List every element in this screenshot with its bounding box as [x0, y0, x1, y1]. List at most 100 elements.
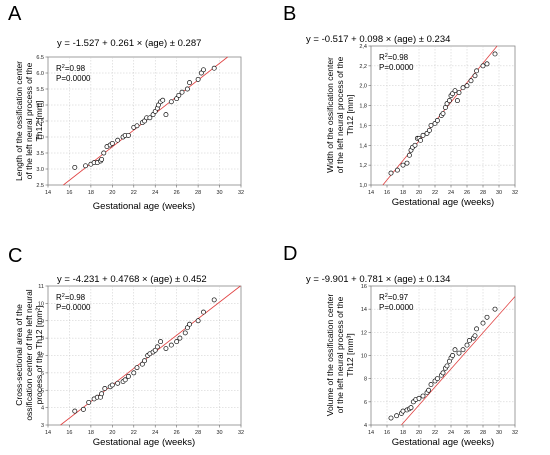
data-point-d: [394, 413, 400, 419]
y-tick-label-a: 6.0: [36, 71, 44, 77]
data-point-c: [211, 297, 217, 303]
y-axis-label-line-c: ossification center of the left neural: [24, 289, 34, 420]
r-squared-value-a: =0.98: [65, 64, 86, 73]
data-point-d: [428, 382, 434, 387]
data-point-b: [420, 132, 426, 138]
r-squared-superscript-c: 2: [62, 293, 65, 299]
data-point-a: [134, 123, 140, 129]
y-tick-label-c: 9: [41, 319, 44, 325]
x-tick-label-a: 24: [152, 190, 158, 196]
data-point-a: [99, 156, 105, 162]
data-point-c: [154, 344, 160, 350]
panel-letter-c: C: [8, 245, 22, 267]
y-tick-label-c: 7: [41, 354, 44, 360]
r-squared-label-a: R2=0.98: [56, 64, 86, 73]
data-point-c: [134, 365, 140, 371]
y-tick-label-a: 5.0: [36, 103, 44, 109]
data-point-b: [468, 78, 474, 84]
data-point-b: [412, 142, 418, 148]
x-tick-label-b: 30: [496, 190, 502, 196]
x-axis-label-c: Gestational age (weeks): [93, 437, 195, 448]
data-point-a: [176, 92, 182, 98]
y-tick-label-b: 2,0: [359, 84, 367, 90]
data-point-c: [163, 346, 169, 352]
x-tick-label-d: 28: [480, 430, 486, 436]
r-squared-superscript-d: 2: [385, 293, 388, 299]
r-squared-superscript-a: 2: [62, 64, 65, 70]
data-point-a: [179, 89, 185, 95]
equation-d: y = -9.901 + 0.781 × (age) ± 0.134: [306, 274, 450, 285]
equation-a: y = -1.527 + 0.261 × (age) ± 0.287: [57, 38, 201, 49]
y-tick-label-b: 1,2: [359, 163, 367, 169]
y-axis-label-line-b: Th12 [mm]: [345, 95, 355, 136]
data-point-c: [86, 399, 92, 405]
x-tick-label-d: 24: [448, 430, 454, 436]
y-tick-label-a: 4.0: [36, 135, 44, 141]
data-point-b: [442, 105, 448, 111]
panel-b: By = -0.517 + 0.098 × (age) ± 0.234 14 16 1…: [283, 3, 518, 208]
x-tick-label-c: 30: [216, 430, 222, 436]
data-point-b: [394, 167, 400, 173]
data-point-c: [174, 339, 180, 345]
data-point-b: [400, 162, 406, 168]
x-tick-label-b: 32: [512, 190, 518, 196]
panel-letter-a: A: [8, 3, 22, 25]
data-point-d: [484, 314, 490, 320]
x-tick-label-d: 18: [400, 430, 406, 436]
y-tick-label-c: 8: [41, 336, 44, 342]
y-axis-label-d: Volume of the ossification centerof the …: [325, 294, 355, 417]
data-point-a: [211, 65, 217, 71]
data-point-a: [101, 150, 107, 156]
x-tick-label-b: 18: [400, 190, 406, 196]
y-tick-label-c: 5: [41, 388, 44, 394]
x-tick-label-a: 26: [174, 190, 180, 196]
data-point-d: [444, 363, 450, 369]
data-point-d: [420, 393, 426, 399]
data-point-d: [472, 333, 478, 339]
x-tick-label-a: 30: [216, 190, 222, 196]
y-tick-label-b: 1,4: [359, 143, 367, 149]
data-point-b: [484, 61, 490, 67]
x-axis-label-a: Gestational age (weeks): [93, 201, 195, 212]
y-tick-label-d: 8: [364, 377, 367, 383]
data-point-c: [139, 361, 145, 367]
x-tick-label-d: 20: [416, 430, 422, 436]
data-point-b: [446, 98, 452, 104]
data-point-a: [163, 112, 169, 118]
x-tick-label-a: 16: [66, 190, 72, 196]
data-point-d: [460, 347, 466, 353]
data-point-b: [406, 152, 412, 158]
y-axis-label-c: Cross-sectional area of theossification …: [14, 289, 44, 420]
y-tick-label-b: 1,0: [359, 183, 367, 189]
data-point-b: [388, 170, 394, 176]
y-tick-label-d: 6: [364, 400, 367, 406]
data-point-b: [460, 85, 466, 91]
r-squared-value-d: =0.97: [388, 293, 409, 302]
panel-letter-b: B: [283, 3, 296, 25]
data-point-a: [168, 99, 174, 105]
y-axis-label-line-c: process of the Th12 [mm²]: [34, 305, 44, 404]
x-tick-label-d: 30: [496, 430, 502, 436]
data-point-d: [426, 387, 432, 393]
data-point-d: [480, 320, 486, 326]
data-point-a: [184, 86, 190, 92]
y-tick-label-c: 6: [41, 371, 44, 377]
data-point-b: [452, 88, 458, 94]
data-point-a: [109, 140, 115, 146]
y-axis-label-line-d: Volume of the ossification center: [325, 294, 335, 417]
data-point-d: [450, 353, 456, 358]
data-point-d: [416, 395, 422, 401]
x-tick-label-b: 28: [480, 190, 486, 196]
data-point-d: [474, 326, 480, 332]
x-tick-label-c: 18: [88, 430, 94, 436]
y-axis-label-line-a: of the left neural process of the: [24, 62, 34, 179]
x-tick-label-c: 14: [45, 430, 51, 436]
x-tick-label-c: 28: [195, 430, 201, 436]
y-tick-label-a: 3.5: [36, 151, 44, 157]
x-tick-label-c: 16: [66, 430, 72, 436]
data-point-b: [440, 111, 446, 116]
equation-c: y = -4.231 + 0.4768 × (age) ± 0.452: [57, 274, 207, 285]
data-point-c: [152, 347, 158, 353]
data-point-c: [80, 406, 86, 412]
